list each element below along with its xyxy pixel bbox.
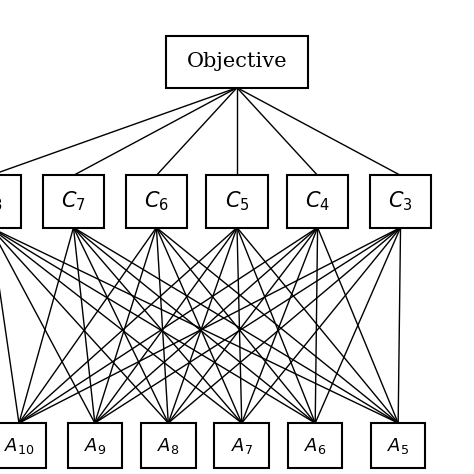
Text: $C_3$: $C_3$ [388, 190, 413, 213]
Text: Objective: Objective [187, 52, 287, 71]
Bar [126, 175, 187, 228]
Text: $C_7$: $C_7$ [61, 190, 86, 213]
Text: $C_5$: $C_5$ [225, 190, 249, 213]
Bar [371, 423, 425, 468]
Bar [214, 423, 269, 468]
Text: $A_{10}$: $A_{10}$ [4, 436, 34, 456]
Text: $A_7$: $A_7$ [231, 436, 253, 456]
Bar [67, 423, 122, 468]
Bar [43, 175, 104, 228]
Bar [0, 175, 21, 228]
Text: $C_4$: $C_4$ [305, 190, 330, 213]
Text: $A_9$: $A_9$ [83, 436, 106, 456]
Bar [166, 36, 308, 88]
Text: $C_6$: $C_6$ [144, 190, 169, 213]
Bar [141, 423, 195, 468]
Text: $A_5$: $A_5$ [387, 436, 409, 456]
Bar [288, 423, 342, 468]
Text: $A_6$: $A_6$ [304, 436, 327, 456]
Bar [287, 175, 348, 228]
Bar [0, 423, 46, 468]
Text: $A_8$: $A_8$ [157, 436, 180, 456]
Text: $C_8$: $C_8$ [0, 190, 3, 213]
Bar [206, 175, 268, 228]
Bar [370, 175, 431, 228]
